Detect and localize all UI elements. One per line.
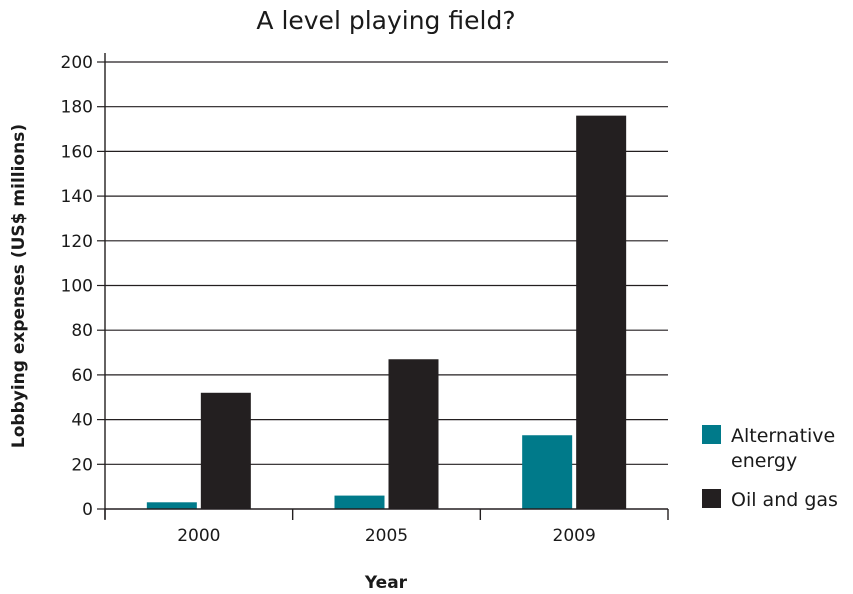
y-tick-label: 60 [71,366,93,386]
legend-item-alternative-energy: Alternative energy [702,425,835,472]
legend: Alternative energy Oil and gas [702,425,838,511]
y-tick-label: 40 [71,411,93,431]
y-tick-label: 80 [71,321,93,341]
bar-oil-and-gas [576,115,627,509]
bar-oil-and-gas [388,359,439,509]
gridlines [97,61,668,510]
x-tick-labels: 2000 2005 2009 [177,526,596,546]
y-tick-label: 20 [71,455,93,475]
bar-alternative-energy [522,435,573,509]
bar-alternative-energy [334,495,385,509]
y-tick-label: 180 [61,98,93,118]
x-tick-label: 2005 [365,526,408,546]
x-tick-label: 2000 [177,526,220,546]
x-axis-title: Year [364,573,408,593]
y-tick-labels: 0 20 40 60 80 100 120 140 160 180 200 [61,53,93,520]
bar-oil-and-gas [200,392,251,509]
legend-swatch [702,425,721,444]
bar-alternative-energy [146,502,197,509]
legend-label: energy [731,450,797,472]
y-tick-label: 200 [61,53,93,73]
x-tick-label: 2009 [553,526,596,546]
chart-title: A level playing field? [256,6,515,35]
legend-item-oil-and-gas: Oil and gas [702,489,838,511]
y-tick-label: 100 [61,277,93,297]
y-tick-label: 140 [61,187,93,207]
legend-label: Alternative [731,425,835,447]
y-tick-label: 0 [82,500,93,520]
y-tick-label: 160 [61,142,93,162]
bars [146,115,627,509]
y-axis-title: Lobbying expenses (US$ millions) [9,124,29,448]
legend-label: Oil and gas [731,489,838,511]
y-tick-label: 120 [61,232,93,252]
legend-swatch [702,489,721,508]
axes [104,53,669,520]
